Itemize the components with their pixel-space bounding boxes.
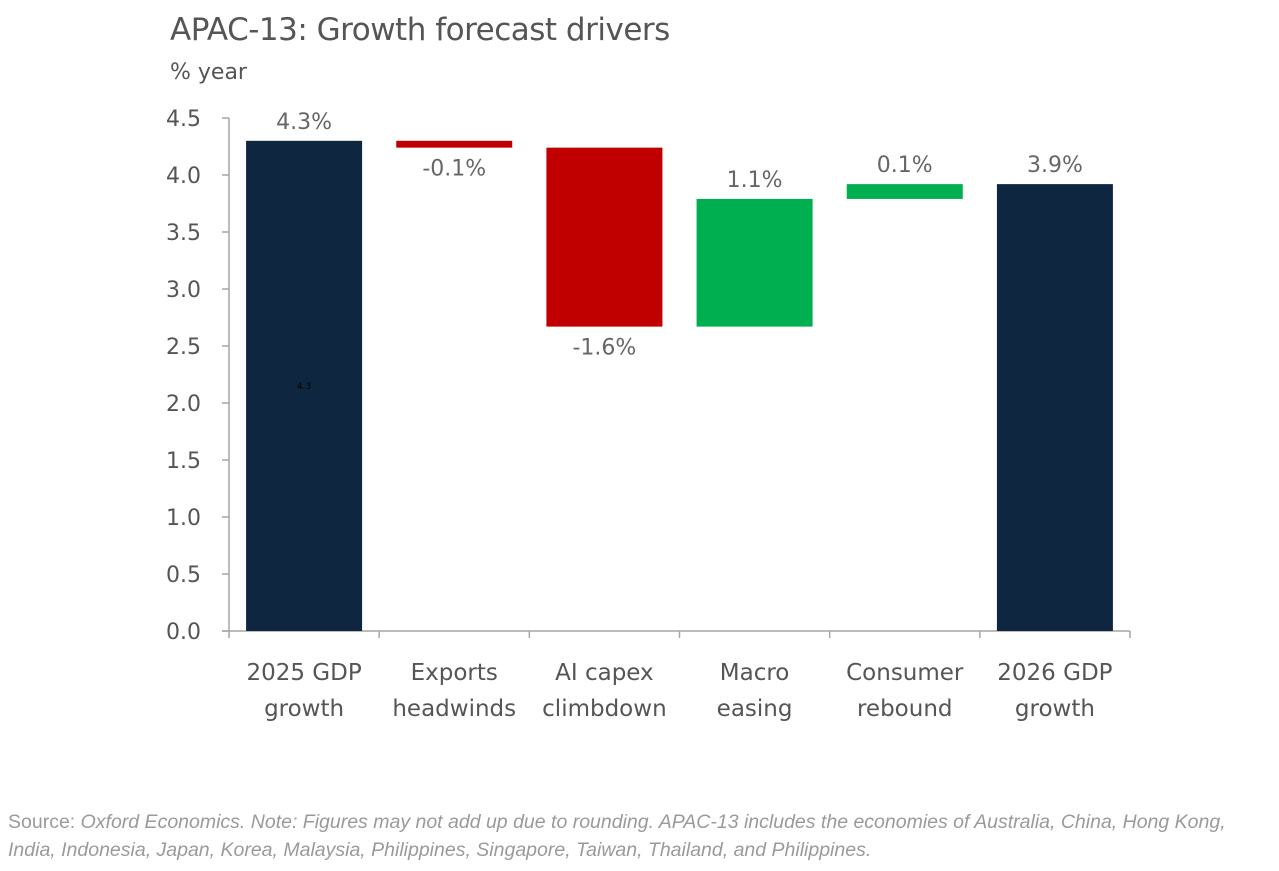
y-tick-label: 3.0	[166, 278, 201, 303]
bar-increase	[696, 198, 813, 327]
chart-title: APAC-13: Growth forecast drivers	[170, 12, 670, 48]
y-tick-label: 1.5	[166, 449, 201, 474]
bar-decrease	[546, 147, 663, 327]
y-tick-label: 2.0	[166, 392, 201, 417]
y-tick-label: 0.5	[166, 563, 201, 588]
x-category-label: Exports	[411, 660, 498, 686]
bar-total	[246, 140, 363, 632]
x-category-label: easing	[717, 696, 793, 722]
bar-increase	[846, 184, 963, 199]
data-label: 0.1%	[877, 153, 933, 178]
x-category-label: climbdown	[542, 696, 667, 722]
source-text: Oxford Economics. Note: Figures may not …	[8, 811, 1226, 861]
x-category-label: Macro	[720, 660, 790, 686]
source-prefix: Source:	[8, 811, 81, 833]
x-category-label: headwinds	[392, 696, 516, 722]
x-category-label: growth	[264, 696, 344, 722]
waterfall-chart: 0.0 0.5 1.0 1.5 2.0 2.5 3.0 3.5 4.0 4.5 4.3% 4.3 20…	[166, 107, 1131, 722]
bar-total	[996, 184, 1113, 631]
bars	[246, 140, 1113, 632]
y-tick-label: 3.5	[166, 221, 201, 246]
data-label: -1.6%	[572, 336, 636, 361]
data-label: -0.1%	[422, 157, 486, 182]
data-label: 3.9%	[1027, 153, 1083, 178]
y-axis-unit-label: % year	[170, 60, 247, 85]
x-category-label: 2025 GDP	[246, 660, 361, 686]
x-category-label: growth	[1015, 696, 1095, 722]
x-category-label: 2026 GDP	[997, 660, 1112, 686]
bar-decrease	[396, 140, 513, 148]
y-tick-label: 4.5	[166, 107, 201, 132]
x-category-label: AI capex	[555, 660, 654, 686]
y-tick-label: 4.0	[166, 164, 201, 189]
source-note: Source: Oxford Economics. Note: Figures …	[8, 808, 1278, 864]
data-label: 4.3%	[276, 110, 332, 135]
y-tick-label: 2.5	[166, 335, 201, 360]
y-tick-label: 1.0	[166, 506, 201, 531]
y-tick-label: 0.0	[166, 620, 201, 645]
data-labels: 4.3% 4.3 2025 GDP growth -0.1% Exports headwin…	[246, 110, 1112, 722]
x-category-label: Consumer	[846, 660, 964, 686]
data-label: 1.1%	[727, 168, 783, 193]
x-category-label: rebound	[857, 696, 953, 722]
axes: 0.0 0.5 1.0 1.5 2.0 2.5 3.0 3.5 4.0 4.5	[166, 107, 1131, 645]
bar-inner-label: 4.3	[297, 382, 311, 392]
